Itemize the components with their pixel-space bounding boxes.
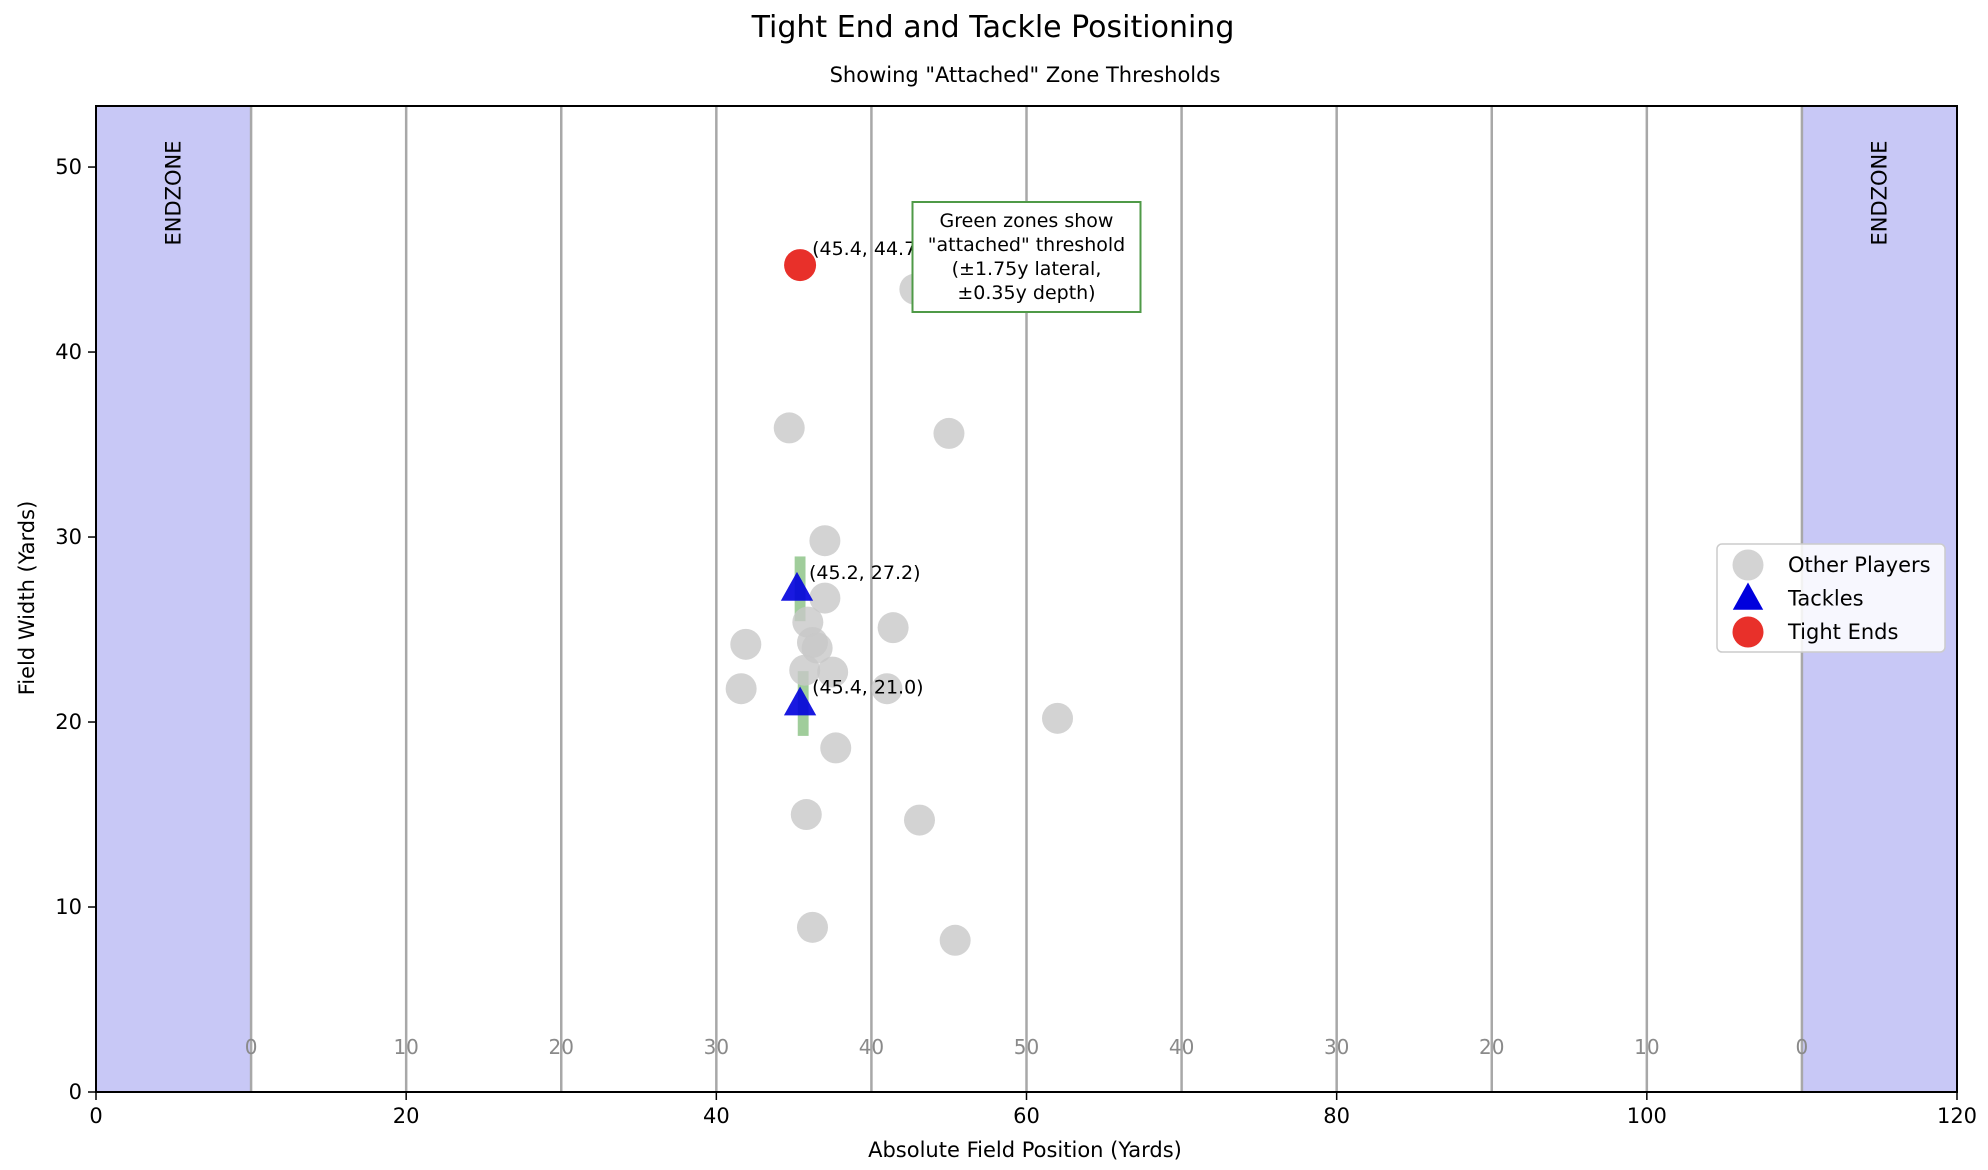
other-players-point bbox=[1042, 703, 1073, 734]
endzone-label: ENDZONE bbox=[162, 140, 186, 245]
y-tick-label: 0 bbox=[69, 1080, 82, 1104]
other-players-point bbox=[904, 805, 935, 836]
x-tick-label: 80 bbox=[1323, 1104, 1350, 1128]
point-label: (45.2, 27.2) bbox=[809, 562, 921, 584]
x-tick-label: 100 bbox=[1627, 1104, 1667, 1128]
x-tick-label: 0 bbox=[89, 1104, 102, 1128]
other-players-point bbox=[940, 925, 971, 956]
other-players-point bbox=[774, 412, 805, 443]
yard-number: 0 bbox=[245, 1035, 258, 1059]
annotation-text: Green zones show bbox=[940, 210, 1114, 232]
yard-number: 10 bbox=[393, 1035, 418, 1059]
yard-number: 40 bbox=[859, 1035, 884, 1059]
endzone-label: ENDZONE bbox=[1867, 140, 1891, 245]
legend-label-tackles: Tackles bbox=[1787, 587, 1864, 611]
y-tick-label: 10 bbox=[55, 895, 82, 919]
legend-label-other-players: Other Players bbox=[1788, 553, 1931, 577]
yard-number: 30 bbox=[1324, 1035, 1349, 1059]
legend-marker-other-players bbox=[1733, 550, 1764, 581]
annotation-text: "attached" threshold bbox=[928, 234, 1125, 256]
other-players-point bbox=[809, 525, 840, 556]
y-tick-label: 30 bbox=[55, 525, 82, 549]
x-tick-label: 60 bbox=[1013, 1104, 1040, 1128]
annotation-text: ±0.35y depth) bbox=[957, 282, 1095, 304]
chart-title: Tight End and Tackle Positioning bbox=[751, 10, 1235, 45]
point-label: (45.4, 21.0) bbox=[812, 677, 924, 699]
yard-number: 40 bbox=[1169, 1035, 1194, 1059]
y-tick-label: 40 bbox=[55, 340, 82, 364]
other-players-point bbox=[791, 799, 822, 830]
other-players-point bbox=[878, 612, 909, 643]
legend-marker-tight-ends bbox=[1733, 617, 1764, 648]
point-label: (45.4, 44.7) bbox=[812, 238, 924, 260]
x-axis-label: Absolute Field Position (Yards) bbox=[868, 1138, 1182, 1162]
other-players-point bbox=[726, 673, 757, 704]
annotation-text: (±1.75y lateral, bbox=[952, 258, 1102, 280]
y-axis-label: Field Width (Yards) bbox=[15, 501, 39, 696]
yard-number: 20 bbox=[1479, 1035, 1504, 1059]
yard-number: 30 bbox=[704, 1035, 729, 1059]
other-players-point bbox=[797, 912, 828, 943]
other-players-point bbox=[820, 732, 851, 763]
x-tick-label: 120 bbox=[1937, 1104, 1977, 1128]
other-players-point bbox=[730, 629, 761, 660]
other-players-point bbox=[933, 418, 964, 449]
y-tick-label: 50 bbox=[55, 155, 82, 179]
y-tick-label: 20 bbox=[55, 710, 82, 734]
legend-label-tight-ends: Tight Ends bbox=[1787, 620, 1898, 644]
x-tick-label: 20 bbox=[393, 1104, 420, 1128]
x-tick-label: 40 bbox=[703, 1104, 730, 1128]
yard-number: 10 bbox=[1634, 1035, 1659, 1059]
yard-number: 20 bbox=[549, 1035, 574, 1059]
endzone-1 bbox=[96, 106, 251, 1092]
yard-number: 50 bbox=[1014, 1035, 1039, 1059]
yard-number: 0 bbox=[1796, 1035, 1809, 1059]
chart-subtitle: Showing "Attached" Zone Thresholds bbox=[830, 63, 1221, 87]
